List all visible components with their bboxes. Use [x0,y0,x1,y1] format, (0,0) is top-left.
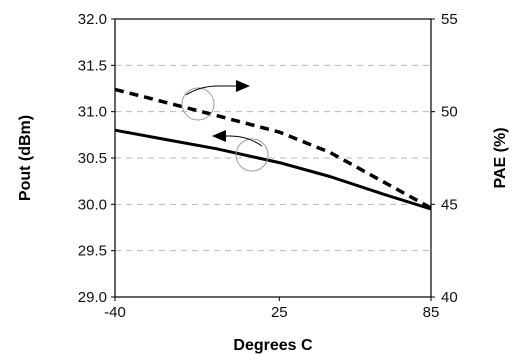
pout-series-line [114,128,432,211]
grid-lines [115,64,431,252]
pout-series-indicator-circle [235,138,269,172]
left-arrow-icon [212,130,226,142]
pae-series-indicator-leader [185,85,238,96]
y-tick-label: 29.0 [78,289,107,306]
x-tick-label: 85 [423,304,440,321]
pout-series-indicator-leader [222,135,263,147]
y-tick-label: 29.5 [78,243,107,260]
tick-labels: 29.0 29.5 30.0 30.5 31.0 31.5 32.0 40 45 50 55 -40 2… [78,11,458,321]
x-tick-label: -40 [104,304,126,321]
y2-tick-label: 55 [441,11,458,28]
y-tick-label: 31.0 [78,104,107,121]
y2-axis-label: PAE (%) [492,127,509,188]
y-tick-label: 30.0 [78,196,107,213]
y2-tick-label: 40 [441,289,458,306]
x-tick-label: 25 [271,304,288,321]
right-arrow-icon [236,80,250,92]
y2-tick-label: 50 [441,104,458,121]
pae-series-line [114,87,432,210]
y-axis-label: Pout (dBm) [17,115,34,201]
series-layer [114,87,432,211]
y-tick-label: 31.5 [78,57,107,74]
x-axis-label: Degrees C [233,337,313,354]
series-axis-indicators [181,80,269,172]
pae-series-indicator-circle [181,87,215,121]
y-tick-label: 30.5 [78,150,107,167]
y2-tick-label: 45 [441,196,458,213]
y-tick-label: 32.0 [78,11,107,28]
